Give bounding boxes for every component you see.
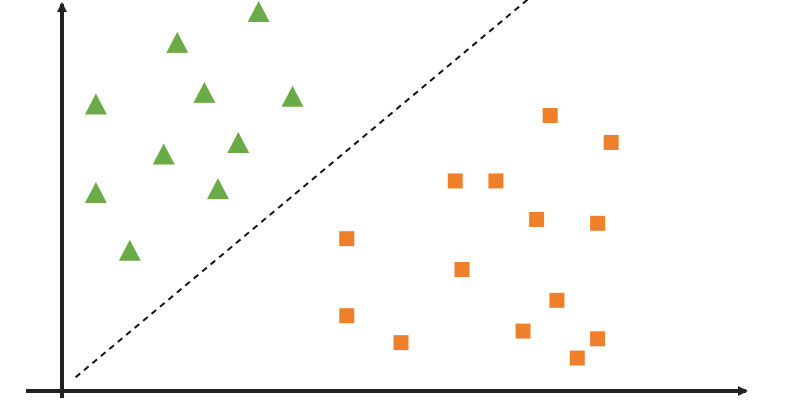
square-point [549, 292, 565, 308]
square-point [339, 308, 355, 324]
square-point [393, 335, 409, 351]
square-point [590, 215, 606, 231]
triangle-point [247, 1, 270, 23]
triangle-point [206, 178, 229, 200]
triangle-point [281, 85, 304, 107]
triangle-point [152, 143, 175, 165]
triangle-point [193, 81, 216, 103]
square-point [603, 134, 619, 150]
square-point [515, 323, 531, 339]
triangle-point [84, 93, 107, 115]
triangle-point [84, 182, 107, 203]
decision-boundary-line [74, 0, 529, 379]
triangle-point [118, 239, 141, 261]
triangle-point [166, 31, 189, 53]
data-points [84, 1, 619, 366]
square-point [454, 262, 470, 277]
triangle-point [227, 131, 250, 153]
square-point [590, 331, 606, 347]
square-point [488, 173, 504, 189]
square-point [569, 350, 585, 366]
square-point [529, 211, 545, 227]
square-point [542, 108, 558, 123]
square-point [339, 231, 355, 247]
square-point [447, 173, 463, 189]
